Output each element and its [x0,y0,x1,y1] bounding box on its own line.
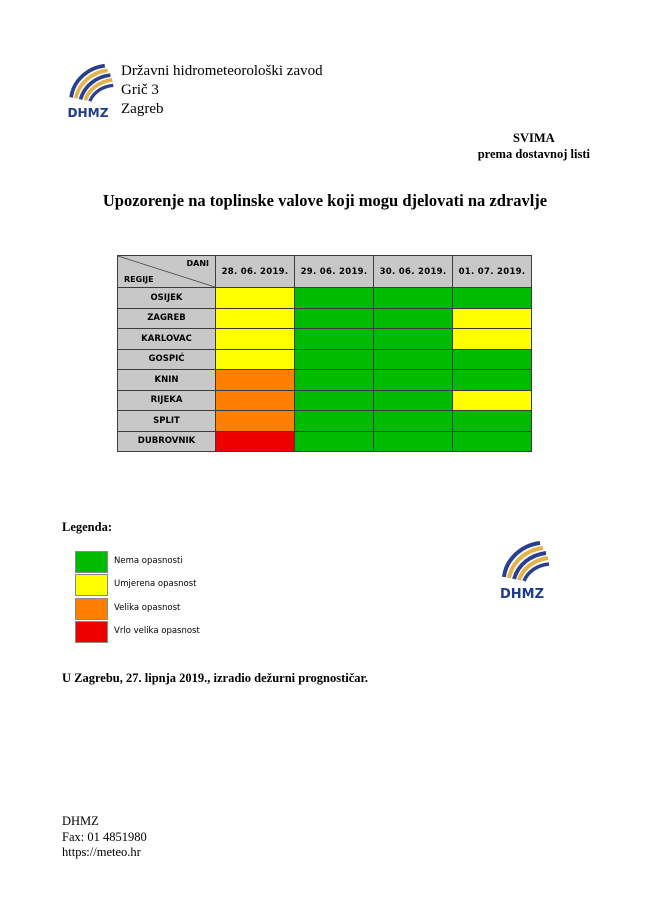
table-row: GOSPIĆ [117,348,532,370]
warning-cell-green [452,348,532,370]
region-label: KNIN [117,369,216,391]
svg-text:DHMZ: DHMZ [67,106,108,120]
warning-cell-green [452,369,532,391]
diagonal-divider [118,256,215,287]
warning-cell-green [294,410,374,432]
warning-cell-yellow [452,389,532,411]
warning-cell-green [294,348,374,370]
warning-cell-green [373,389,453,411]
table-row: DUBROVNIK [117,430,532,452]
warning-cell-green [294,430,374,452]
warning-cell-orange [215,410,295,432]
legend-label: Nema opasnosti [114,556,183,566]
legend-label: Velika opasnost [114,602,181,613]
dhmz-swirl-icon: DHMZ [67,63,114,120]
region-label: KARLOVAC [117,328,216,350]
org-name: Državni hidrometeorološki zavod [121,63,323,79]
warning-cell-green [373,410,453,432]
table-row: OSIJEK [117,287,532,309]
date-header: 30. 06. 2019. [373,255,453,288]
warning-cell-yellow [215,348,295,370]
warning-cell-yellow [452,307,532,329]
table-corner-header: DANI REGIJE [117,255,216,288]
warning-cell-orange [215,389,295,411]
warning-cell-yellow [215,328,295,350]
table-row: KNIN [117,369,532,391]
region-label: SPLIT [117,410,216,432]
document-title: Upozorenje na toplinske valove koji mogu… [102,191,548,210]
warning-table: DANI REGIJE 28. 06. 2019. 29. 06. 2019. … [117,255,532,452]
warning-cell-green [294,328,374,350]
date-header: 01. 07. 2019. [452,255,532,288]
dhmz-logo: DHMZ [60,60,116,120]
warning-cell-green [294,287,374,309]
recipient-line1: SVIMA [513,131,555,145]
footer-fax: Fax: 01 4851980 [62,829,147,844]
region-label: DUBROVNIK [117,430,216,452]
footer-org: DHMZ [62,814,99,828]
warning-cell-green [294,369,374,391]
footer-website: https://meteo.hr [62,845,141,859]
warning-cell-green [452,410,532,432]
table-header-row: DANI REGIJE 28. 06. 2019. 29. 06. 2019. … [117,255,532,288]
date-header: 29. 06. 2019. [294,255,374,288]
legend-label: Vrlo velika opasnost [114,625,200,636]
warning-cell-green [452,430,532,452]
recipient-block: SVIMA prema dostavnoj listi [478,130,590,162]
region-label: GOSPIĆ [117,348,216,370]
legend-swatch-orange [75,597,108,620]
warning-cell-green [452,287,532,309]
legend-swatch-red [75,620,108,643]
org-city: Zagreb [121,101,164,117]
warning-cell-green [373,348,453,370]
table-row: RIJEKA [117,389,532,411]
table-row: KARLOVAC [117,328,532,350]
legend-label: Umjerena opasnost [114,579,197,590]
warning-cell-green [294,389,374,411]
warning-cell-yellow [452,328,532,350]
warning-cell-green [294,307,374,329]
date-header: 28. 06. 2019. [215,255,295,288]
dhmz-swirl-icon: DHMZ [500,541,550,602]
footer-contact: DHMZ Fax: 01 4851980 https://meteo.hr [62,814,147,861]
warning-cell-orange [215,369,295,391]
signoff-line: U Zagrebu, 27. lipnja 2019., izradio dež… [62,671,369,685]
warning-cell-red [215,430,295,452]
warning-cell-green [373,307,453,329]
header-regions-label: REGIJE [124,275,154,284]
legend-swatch-green [75,551,108,573]
sender-address: Državni hidrometeorološki zavod Grič 3 Z… [121,62,323,119]
svg-text:DHMZ: DHMZ [500,587,544,602]
org-street: Grič 3 [121,82,159,98]
region-label: OSIJEK [117,287,216,309]
table-row: ZAGREB [117,307,532,329]
warning-cell-yellow [215,307,295,329]
warning-cell-green [373,369,453,391]
region-label: RIJEKA [117,389,216,411]
region-label: ZAGREB [117,307,216,329]
legend-title: Legenda: [62,520,112,534]
warning-cell-green [373,287,453,309]
warning-cell-green [373,328,453,350]
dhmz-logo: DHMZ [492,536,552,602]
recipient-line2: prema dostavnoj listi [477,147,590,161]
table-row: SPLIT [117,410,532,432]
warning-cell-green [373,430,453,452]
warning-cell-yellow [215,287,295,309]
legend-swatch-yellow [75,574,108,597]
header-days-label: DANI [186,259,209,268]
